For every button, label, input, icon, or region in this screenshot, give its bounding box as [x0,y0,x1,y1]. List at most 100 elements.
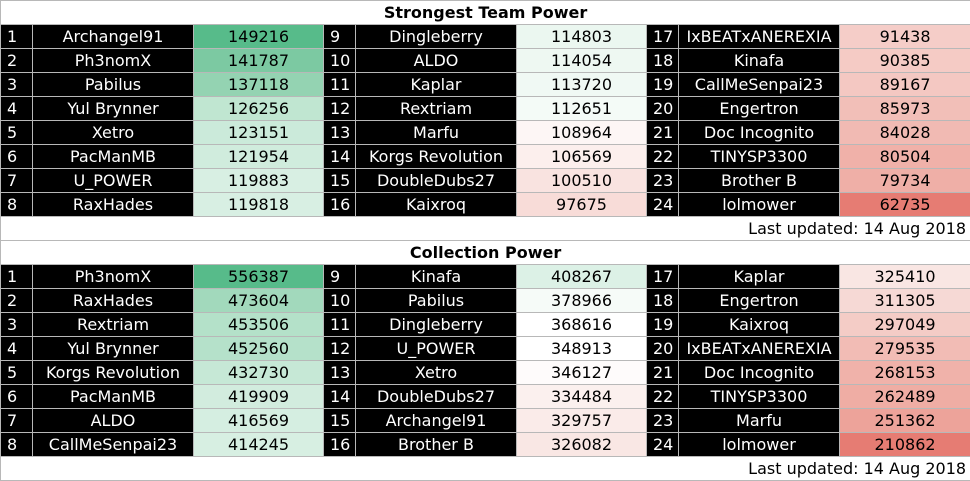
rank-cell: 21 [647,361,679,385]
rank-cell: 2 [1,289,33,313]
player-name-cell: U_POWER [356,337,517,361]
player-name-cell: Marfu [679,409,840,433]
player-name-cell: Ph3nomX [33,265,194,289]
rank-cell: 8 [1,433,33,457]
player-name-cell: Engertron [679,97,840,121]
power-value-cell: 262489 [840,385,970,409]
player-name-cell: Pabilus [356,289,517,313]
rank-cell: 13 [324,361,356,385]
power-value-cell: 210862 [840,433,970,457]
power-value-cell: 348913 [517,337,647,361]
player-name-cell: lolmower [679,433,840,457]
power-value-cell: 84028 [840,121,970,145]
power-value-cell: 114054 [517,49,647,73]
player-name-cell: PacManMB [33,385,194,409]
player-name-cell: IxBEATxANEREXIA [679,25,840,49]
rank-cell: 10 [324,49,356,73]
rank-cell: 4 [1,337,33,361]
power-value-cell: 329757 [517,409,647,433]
player-name-cell: CallMeSenpai23 [679,73,840,97]
player-name-cell: Brother B [679,169,840,193]
power-value-cell: 408267 [517,265,647,289]
rank-cell: 5 [1,361,33,385]
rank-cell: 6 [1,145,33,169]
power-value-cell: 113720 [517,73,647,97]
player-name-cell: Korgs Revolution [356,145,517,169]
player-name-cell: Kinafa [679,49,840,73]
power-value-cell: 556387 [194,265,324,289]
player-name-cell: Xetro [33,121,194,145]
player-name-cell: PacManMB [33,145,194,169]
power-value-cell: 62735 [840,193,970,217]
power-value-cell: 91438 [840,25,970,49]
power-value-cell: 297049 [840,313,970,337]
rank-cell: 16 [324,433,356,457]
player-name-cell: Archangel91 [356,409,517,433]
power-value-cell: 114803 [517,25,647,49]
rank-cell: 12 [324,337,356,361]
last-updated-label: Last updated: 14 Aug 2018 [1,457,970,481]
power-value-cell: 452560 [194,337,324,361]
power-value-cell: 79734 [840,169,970,193]
player-name-cell: Kaplar [356,73,517,97]
rank-cell: 23 [647,169,679,193]
rank-cell: 19 [647,73,679,97]
rank-cell: 21 [647,121,679,145]
rank-cell: 17 [647,265,679,289]
power-value-cell: 89167 [840,73,970,97]
power-value-cell: 126256 [194,97,324,121]
power-value-cell: 119883 [194,169,324,193]
rank-cell: 3 [1,73,33,97]
power-value-cell: 279535 [840,337,970,361]
power-value-cell: 119818 [194,193,324,217]
player-name-cell: DoubleDubs27 [356,385,517,409]
rank-cell: 24 [647,193,679,217]
power-value-cell: 419909 [194,385,324,409]
rank-cell: 15 [324,169,356,193]
section-title: Strongest Team Power [1,1,970,25]
player-name-cell: Kaixroq [356,193,517,217]
player-name-cell: Kinafa [356,265,517,289]
footer-row: Last updated: 14 Aug 2018 [1,217,970,241]
section-title: Collection Power [1,241,970,265]
player-name-cell: Ph3nomX [33,49,194,73]
rank-cell: 22 [647,385,679,409]
rank-cell: 11 [324,73,356,97]
player-name-cell: lolmower [679,193,840,217]
power-value-cell: 149216 [194,25,324,49]
power-value-cell: 325410 [840,265,970,289]
player-name-cell: Kaplar [679,265,840,289]
rank-cell: 14 [324,145,356,169]
player-name-cell: Xetro [356,361,517,385]
player-name-cell: Engertron [679,289,840,313]
rank-cell: 9 [324,25,356,49]
player-name-cell: Pabilus [33,73,194,97]
player-name-cell: RaxHades [33,289,194,313]
rank-cell: 18 [647,289,679,313]
rank-cell: 24 [647,433,679,457]
power-value-cell: 97675 [517,193,647,217]
player-name-cell: RaxHades [33,193,194,217]
rank-cell: 13 [324,121,356,145]
rank-cell: 14 [324,385,356,409]
power-value-cell: 346127 [517,361,647,385]
power-value-cell: 85973 [840,97,970,121]
power-value-cell: 80504 [840,145,970,169]
rank-cell: 7 [1,409,33,433]
rank-cell: 2 [1,49,33,73]
power-value-cell: 121954 [194,145,324,169]
player-name-cell: IxBEATxANEREXIA [679,337,840,361]
rank-cell: 19 [647,313,679,337]
power-value-cell: 334484 [517,385,647,409]
